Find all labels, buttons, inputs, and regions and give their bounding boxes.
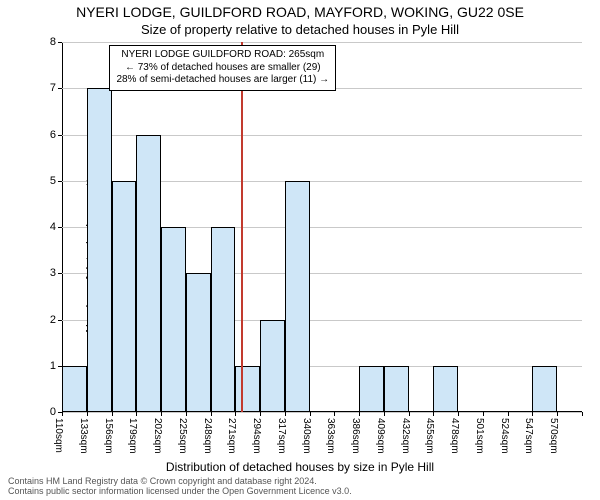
reference-line	[241, 42, 243, 412]
histogram-bar	[186, 273, 211, 412]
grid-line	[62, 412, 582, 413]
x-tick-mark	[532, 412, 533, 416]
x-tick-mark	[161, 412, 162, 416]
histogram-bar	[260, 320, 285, 413]
x-tick-label: 409sqm	[375, 418, 386, 454]
x-tick-mark	[235, 412, 236, 416]
x-tick-label: 294sqm	[251, 418, 262, 454]
histogram-bar	[433, 366, 458, 412]
x-tick-mark	[483, 412, 484, 416]
y-tick-mark	[58, 42, 62, 43]
x-tick-mark	[384, 412, 385, 416]
x-tick-label: 455sqm	[424, 418, 435, 454]
x-tick-mark	[508, 412, 509, 416]
x-tick-mark	[334, 412, 335, 416]
histogram-chart: 012345678110sqm133sqm156sqm179sqm202sqm2…	[62, 42, 582, 412]
annotation-line-2: ← 73% of detached houses are smaller (29…	[116, 62, 329, 75]
x-tick-label: 248sqm	[202, 418, 213, 454]
x-tick-mark	[260, 412, 261, 416]
x-tick-mark	[458, 412, 459, 416]
x-tick-label: 501sqm	[474, 418, 485, 454]
x-tick-label: 271sqm	[226, 418, 237, 454]
x-tick-label: 156sqm	[103, 418, 114, 454]
x-tick-label: 317sqm	[276, 418, 287, 454]
x-tick-label: 432sqm	[400, 418, 411, 454]
y-tick-mark	[58, 88, 62, 89]
y-tick-mark	[58, 273, 62, 274]
page-subtitle: Size of property relative to detached ho…	[0, 22, 600, 38]
x-tick-label: 570sqm	[548, 418, 559, 454]
y-tick-mark	[58, 181, 62, 182]
histogram-bar	[532, 366, 557, 412]
annotation-line-1: NYERI LODGE GUILDFORD ROAD: 265sqm	[116, 49, 329, 62]
x-tick-mark	[557, 412, 558, 416]
x-tick-mark	[359, 412, 360, 416]
histogram-bar	[211, 227, 236, 412]
histogram-bar	[112, 181, 137, 412]
x-tick-mark	[136, 412, 137, 416]
x-tick-label: 524sqm	[499, 418, 510, 454]
grid-line	[62, 42, 582, 43]
footer-line-2: Contains public sector information licen…	[8, 487, 352, 497]
x-tick-mark	[211, 412, 212, 416]
annotation-box: NYERI LODGE GUILDFORD ROAD: 265sqm← 73% …	[109, 45, 336, 91]
y-tick-mark	[58, 320, 62, 321]
x-tick-label: 340sqm	[301, 418, 312, 454]
x-tick-mark	[310, 412, 311, 416]
histogram-bar	[62, 366, 87, 412]
x-tick-label: 363sqm	[325, 418, 336, 454]
x-tick-label: 478sqm	[449, 418, 460, 454]
x-tick-mark	[87, 412, 88, 416]
x-tick-label: 110sqm	[53, 418, 64, 453]
x-tick-label: 133sqm	[78, 418, 89, 454]
histogram-bar	[87, 88, 112, 412]
x-tick-label: 386sqm	[350, 418, 361, 454]
histogram-bar	[161, 227, 186, 412]
y-tick-mark	[58, 227, 62, 228]
histogram-bar	[235, 366, 260, 412]
x-tick-label: 225sqm	[177, 418, 188, 454]
x-tick-mark	[62, 412, 63, 416]
x-tick-mark	[112, 412, 113, 416]
x-tick-label: 179sqm	[127, 418, 138, 454]
x-tick-mark	[186, 412, 187, 416]
x-axis-label: Distribution of detached houses by size …	[0, 460, 600, 474]
x-tick-mark	[409, 412, 410, 416]
histogram-bar	[285, 181, 310, 412]
plot-area: 012345678110sqm133sqm156sqm179sqm202sqm2…	[62, 42, 582, 412]
x-tick-mark	[582, 412, 583, 416]
annotation-line-3: 28% of semi-detached houses are larger (…	[116, 74, 329, 87]
histogram-bar	[359, 366, 384, 412]
histogram-bar	[136, 135, 161, 413]
y-tick-mark	[58, 135, 62, 136]
histogram-bar	[384, 366, 409, 412]
page-title: NYERI LODGE, GUILDFORD ROAD, MAYFORD, WO…	[0, 0, 600, 22]
x-tick-label: 202sqm	[152, 418, 163, 454]
x-tick-label: 547sqm	[523, 418, 534, 454]
x-tick-mark	[433, 412, 434, 416]
x-tick-mark	[285, 412, 286, 416]
attribution-footer: Contains HM Land Registry data © Crown c…	[8, 477, 352, 497]
